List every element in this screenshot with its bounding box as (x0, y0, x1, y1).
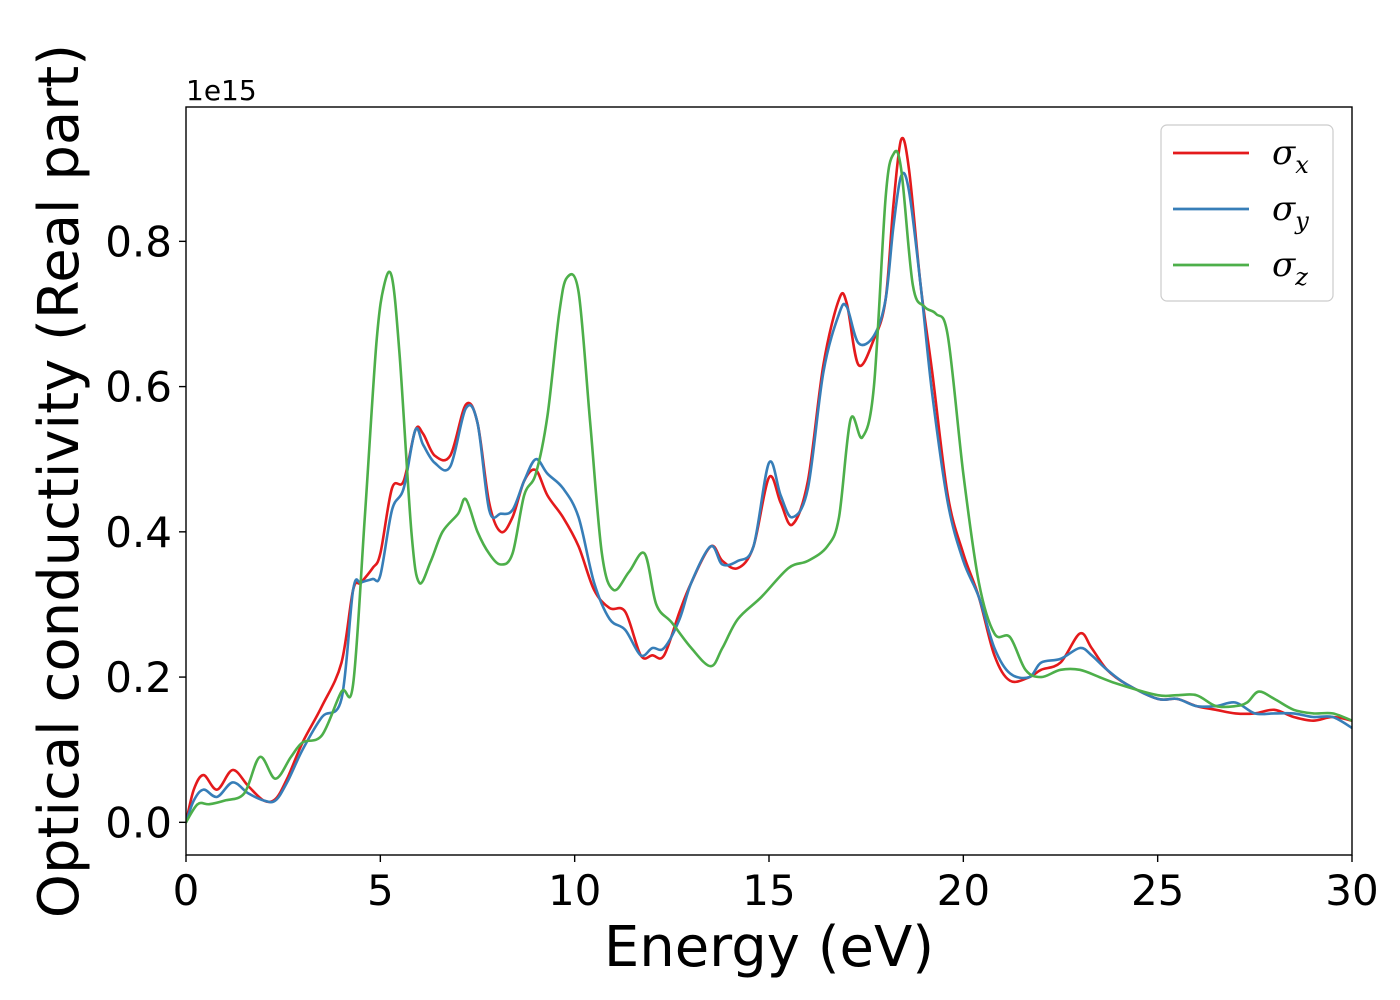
legend: σx σy σz (1160, 124, 1334, 302)
x-tick-label: 30 (1325, 866, 1378, 915)
x-axis-ticks: 0 5 10 15 20 25 30 (173, 855, 1379, 915)
y-tick-label: 0.8 (105, 217, 172, 266)
y-tick-label: 0.6 (105, 363, 172, 412)
series-layer (186, 136, 1352, 824)
y-axis-ticks: 0.0 0.2 0.4 0.6 0.8 (105, 217, 186, 847)
series-line-x (186, 136, 1352, 824)
x-tick-label: 0 (173, 866, 200, 915)
x-axis-title: Energy (eV) (604, 915, 934, 980)
legend-label-z: σz (1272, 245, 1308, 291)
x-tick-label: 25 (1131, 866, 1184, 915)
x-tick-label: 5 (367, 866, 394, 915)
x-tick-label: 10 (548, 866, 601, 915)
legend-frame (1160, 124, 1334, 302)
legend-label-x: σx (1272, 133, 1309, 179)
y-tick-label: 0.0 (105, 798, 172, 847)
y-offset-label: 1e15 (186, 74, 257, 107)
x-tick-label: 15 (742, 866, 795, 915)
series-line-z (186, 149, 1352, 824)
y-tick-label: 0.4 (105, 508, 172, 557)
y-tick-label: 0.2 (105, 653, 172, 702)
series-line-y (186, 171, 1352, 824)
x-tick-label: 20 (937, 866, 990, 915)
legend-label-y: σy (1272, 189, 1309, 235)
y-axis-title: Optical conductivity (Real part) (27, 44, 92, 918)
